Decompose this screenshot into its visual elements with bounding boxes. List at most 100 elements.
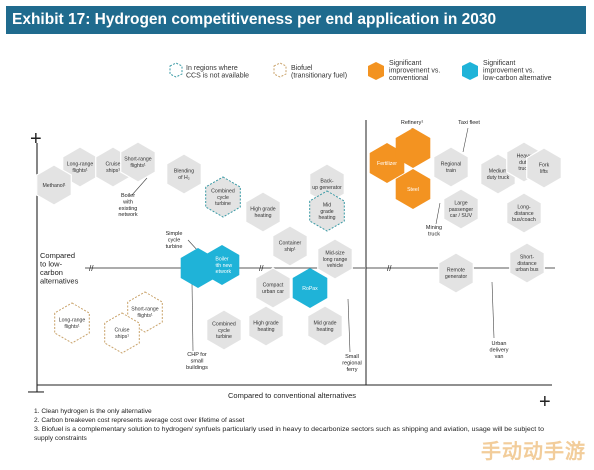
hex-node-cruise-bot: Cruise ships¹ <box>104 312 140 354</box>
legend-sig-low-label: Significant improvement vs. low-carbon alt… <box>483 60 552 82</box>
plus-right: + <box>539 391 551 413</box>
minus-bottom: — <box>28 383 44 400</box>
footnote-2: 2. Carbon breakeven cost represents aver… <box>34 417 245 424</box>
hex-label: Fork lifts <box>539 163 550 175</box>
hex-shape <box>317 238 353 280</box>
hex-node-ropax: RoPax <box>292 268 328 308</box>
hex-label: Medium duty truck <box>487 169 510 181</box>
hex-label: Long-distance bus/coach <box>512 204 536 223</box>
hex-node-highgrade-top: High grade heating <box>245 191 281 233</box>
hex-label: Cruise ships¹ <box>106 162 121 174</box>
hex-node-midsize: Mid-size long range vehicle <box>317 238 353 280</box>
hex-shape <box>54 302 90 344</box>
legend-biofuel-label: Biofuel (transitionary fuel) <box>291 65 347 80</box>
hex-node-combined-top: Combined cycle turbine <box>205 176 241 218</box>
hex-shape <box>395 128 431 168</box>
label-chp: CHP for small buildings <box>186 352 208 371</box>
hex-node-large-car: Large passenger car / SUV <box>443 188 479 230</box>
x-axis-label: Compared to conventional alternatives <box>228 391 356 400</box>
footnote-3b: supply constraints <box>34 435 87 442</box>
hex-label: Heavy duty truck <box>517 153 532 172</box>
hex-label: Remote generator <box>445 268 467 280</box>
label-taxi: Taxi fleet <box>458 120 480 126</box>
hex-label: Compact urban car <box>262 283 284 295</box>
hex-label: Short-range flights¹ <box>124 157 152 169</box>
hex-node-compact: Compact urban car <box>255 267 291 309</box>
watermark-text: 手动动手游 <box>481 439 586 463</box>
y-axis-label: Compared to low-carbon alternatives <box>40 251 79 286</box>
hex-shape <box>395 169 431 209</box>
hex-shape <box>509 242 545 284</box>
label-boiler-existing: Boiler with existing network <box>118 193 138 218</box>
hex-nodes: Long-range flights¹ Cruise ships¹ Methanol¹ S… <box>36 128 562 354</box>
hex-node-long-coach: Long-distance bus/coach <box>506 192 542 234</box>
hex-label: Container ship¹ <box>279 241 302 253</box>
hex-label: Boiler with new network <box>212 256 232 275</box>
hex-node-highgrade-bot: High grade heating <box>248 305 284 347</box>
legend-sig-conv-label: Significant improvement vs. conventional <box>389 60 440 82</box>
hex-node-short-bus: Short-distance urban bus <box>509 242 545 284</box>
hex-node-simple <box>180 248 216 288</box>
hex-node-methanol: Methanol¹ <box>36 164 72 206</box>
hex-label: Combined cycle turbine <box>211 188 235 207</box>
label-mining: Mining truck <box>426 225 442 237</box>
hex-shape <box>205 176 241 218</box>
label-small-ferry: Small regional ferry <box>342 354 362 373</box>
hex-shape <box>255 267 291 309</box>
legend-biofuel-hex <box>273 62 287 78</box>
hex-node-midgrade-bot: Mid grade heating <box>307 305 343 347</box>
hex-label: Steel <box>407 187 419 193</box>
legend-ccs-label: In regions where CCS is not available <box>186 65 249 80</box>
hex-node-blending: Blending of H₂ <box>166 153 202 195</box>
hex-node-shortrange-top: Short-range flights¹ <box>120 141 156 183</box>
footnotes: 1. Clean hydrogen is the only alternativ… <box>34 408 544 442</box>
hex-shape <box>307 305 343 347</box>
footnote-3: 3. Biofuel is a complementary solution t… <box>34 426 544 433</box>
hex-node-steel: Steel <box>395 169 431 209</box>
hex-shape <box>443 188 479 230</box>
hex-label: Methanol¹ <box>42 183 65 189</box>
legend: In regions where CCS is not available Bio… <box>169 60 552 82</box>
hex-shape <box>166 153 202 195</box>
hex-label: Combined cycle turbine <box>212 321 236 340</box>
hex-label: Mid grade heating <box>313 321 336 333</box>
hex-label: Mid grade heating <box>318 202 335 221</box>
hex-node-remote-gen: Remote generator <box>438 252 474 294</box>
hex-label: Cruise ships¹ <box>115 328 130 340</box>
legend-blue-hex <box>462 62 478 80</box>
plus-top: + <box>30 128 42 150</box>
hex-label: Short-distance urban bus <box>515 254 538 273</box>
legend-ccs-hex <box>169 62 183 78</box>
label-urban-van: Urban delivery van <box>490 341 509 360</box>
hex-shape <box>120 141 156 183</box>
hex-shape <box>245 191 281 233</box>
hex-label: Short-range flights¹ <box>131 307 159 319</box>
hex-shape <box>180 248 216 288</box>
legend-orange-hex <box>368 62 384 80</box>
hex-shape <box>526 147 562 189</box>
hex-shape <box>438 252 474 294</box>
hex-node-fertilizer: Fertilizer <box>369 143 405 183</box>
hex-node-longrange-bot: Long-range flights¹ <box>54 302 90 344</box>
hex-label: Back-up generator <box>312 179 342 191</box>
break-mark-1: // <box>89 264 94 273</box>
hex-shape <box>309 190 345 232</box>
hex-shape <box>292 268 328 308</box>
break-mark-2: // <box>259 264 264 273</box>
hex-label: Blending of H₂ <box>174 169 194 181</box>
hex-node-container: Container ship¹ <box>272 225 308 267</box>
exhibit-title: Exhibit 17: Hydrogen competitiveness per… <box>6 6 586 34</box>
hex-shape <box>248 305 284 347</box>
annotation-labels: Boiler with existing network Simple cycle turb… <box>118 120 508 373</box>
hex-shape <box>369 143 405 183</box>
hex-shape <box>506 192 542 234</box>
hex-shape <box>433 146 469 188</box>
hex-label: Long-range flights¹ <box>67 162 94 174</box>
hex-node-regional-train: Regional train <box>433 146 469 188</box>
hex-label: High grade heating <box>253 321 278 333</box>
hex-shape <box>36 164 72 206</box>
hex-label: RoPax <box>302 286 318 292</box>
hex-node-combined-bot: Combined cycle turbine <box>206 309 242 351</box>
axes: // // // + — + Compared to low-carbon alte… <box>28 120 555 413</box>
